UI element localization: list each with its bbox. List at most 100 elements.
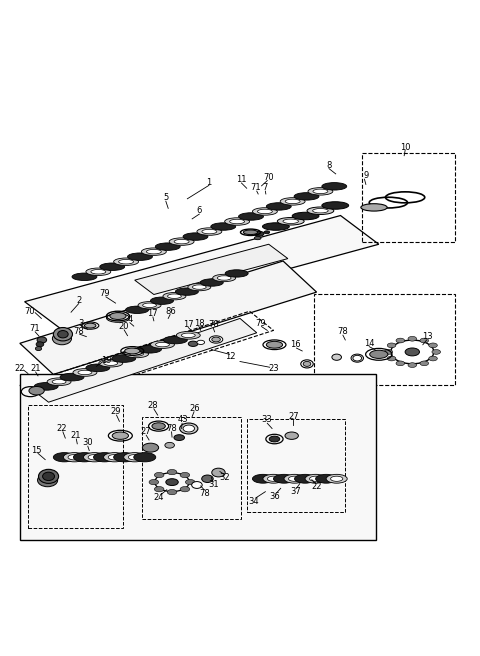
Ellipse shape — [52, 333, 72, 345]
Text: 14: 14 — [364, 338, 374, 348]
Ellipse shape — [94, 453, 116, 462]
Ellipse shape — [202, 475, 213, 483]
Text: 8: 8 — [326, 161, 332, 170]
Ellipse shape — [108, 455, 121, 460]
Ellipse shape — [37, 474, 58, 487]
Ellipse shape — [284, 474, 305, 483]
Ellipse shape — [163, 336, 187, 344]
Ellipse shape — [396, 338, 405, 343]
Text: 23: 23 — [268, 364, 279, 373]
Ellipse shape — [188, 341, 198, 346]
Ellipse shape — [432, 350, 441, 354]
Ellipse shape — [188, 283, 211, 291]
Text: 11: 11 — [236, 175, 247, 184]
Polygon shape — [24, 216, 379, 331]
Ellipse shape — [63, 453, 85, 462]
Ellipse shape — [229, 219, 245, 224]
Ellipse shape — [34, 382, 58, 390]
Ellipse shape — [125, 348, 140, 354]
Text: 78: 78 — [200, 489, 210, 498]
Text: 24: 24 — [154, 493, 164, 502]
Ellipse shape — [134, 453, 156, 462]
Ellipse shape — [384, 350, 393, 354]
Bar — [20, 375, 376, 539]
Ellipse shape — [322, 202, 348, 209]
Text: 13: 13 — [422, 332, 433, 341]
Text: 22: 22 — [14, 364, 25, 373]
Ellipse shape — [217, 276, 231, 280]
Text: 29: 29 — [110, 407, 121, 417]
Text: 7: 7 — [263, 183, 268, 192]
Ellipse shape — [213, 274, 236, 281]
Bar — [142, 417, 241, 520]
Text: 86: 86 — [165, 307, 176, 316]
Text: 21: 21 — [71, 431, 81, 440]
Ellipse shape — [47, 378, 71, 386]
Ellipse shape — [243, 230, 258, 235]
Ellipse shape — [114, 258, 139, 266]
Ellipse shape — [288, 476, 300, 482]
Text: 78: 78 — [337, 327, 348, 337]
Text: 26: 26 — [189, 404, 200, 413]
Ellipse shape — [52, 380, 66, 384]
Ellipse shape — [181, 333, 195, 338]
Ellipse shape — [125, 350, 149, 358]
Ellipse shape — [175, 288, 198, 295]
Ellipse shape — [283, 219, 299, 224]
Ellipse shape — [266, 203, 291, 210]
Ellipse shape — [197, 340, 204, 344]
Ellipse shape — [254, 232, 264, 236]
Ellipse shape — [104, 361, 118, 365]
Text: 4: 4 — [127, 315, 132, 324]
Ellipse shape — [100, 263, 125, 270]
Ellipse shape — [280, 197, 305, 205]
Ellipse shape — [405, 348, 420, 356]
Text: 22: 22 — [312, 482, 322, 491]
Bar — [362, 154, 456, 242]
Ellipse shape — [408, 337, 417, 341]
Ellipse shape — [408, 363, 417, 367]
Ellipse shape — [180, 423, 198, 434]
Text: 78: 78 — [167, 424, 178, 433]
Text: 30: 30 — [83, 438, 93, 447]
Text: 5: 5 — [163, 194, 168, 202]
Ellipse shape — [84, 323, 96, 328]
Ellipse shape — [138, 346, 161, 353]
Ellipse shape — [420, 338, 429, 343]
Ellipse shape — [68, 455, 81, 460]
Text: 9: 9 — [363, 171, 369, 180]
Text: 43: 43 — [177, 415, 188, 424]
Polygon shape — [32, 318, 257, 402]
Ellipse shape — [169, 238, 194, 245]
Ellipse shape — [91, 270, 106, 274]
Text: 1: 1 — [206, 178, 212, 186]
Text: 32: 32 — [219, 473, 230, 482]
Ellipse shape — [155, 472, 164, 478]
Ellipse shape — [84, 453, 106, 462]
Ellipse shape — [149, 480, 158, 485]
Ellipse shape — [331, 476, 343, 482]
Ellipse shape — [165, 442, 174, 448]
Ellipse shape — [88, 455, 101, 460]
Ellipse shape — [86, 268, 111, 276]
Ellipse shape — [174, 435, 184, 440]
Text: 15: 15 — [31, 445, 42, 455]
Ellipse shape — [257, 209, 272, 214]
Ellipse shape — [128, 253, 153, 260]
Text: 17: 17 — [183, 319, 193, 329]
Ellipse shape — [225, 270, 248, 277]
Ellipse shape — [130, 352, 144, 356]
Text: 70: 70 — [264, 173, 274, 182]
Bar — [28, 405, 123, 528]
Ellipse shape — [72, 273, 97, 281]
Ellipse shape — [112, 432, 129, 440]
Ellipse shape — [73, 369, 97, 377]
Text: 10: 10 — [400, 142, 410, 152]
Ellipse shape — [310, 476, 322, 482]
Ellipse shape — [285, 199, 300, 203]
Ellipse shape — [263, 223, 289, 230]
Ellipse shape — [252, 208, 277, 215]
Ellipse shape — [166, 479, 178, 485]
Ellipse shape — [301, 360, 313, 368]
Ellipse shape — [155, 487, 164, 492]
